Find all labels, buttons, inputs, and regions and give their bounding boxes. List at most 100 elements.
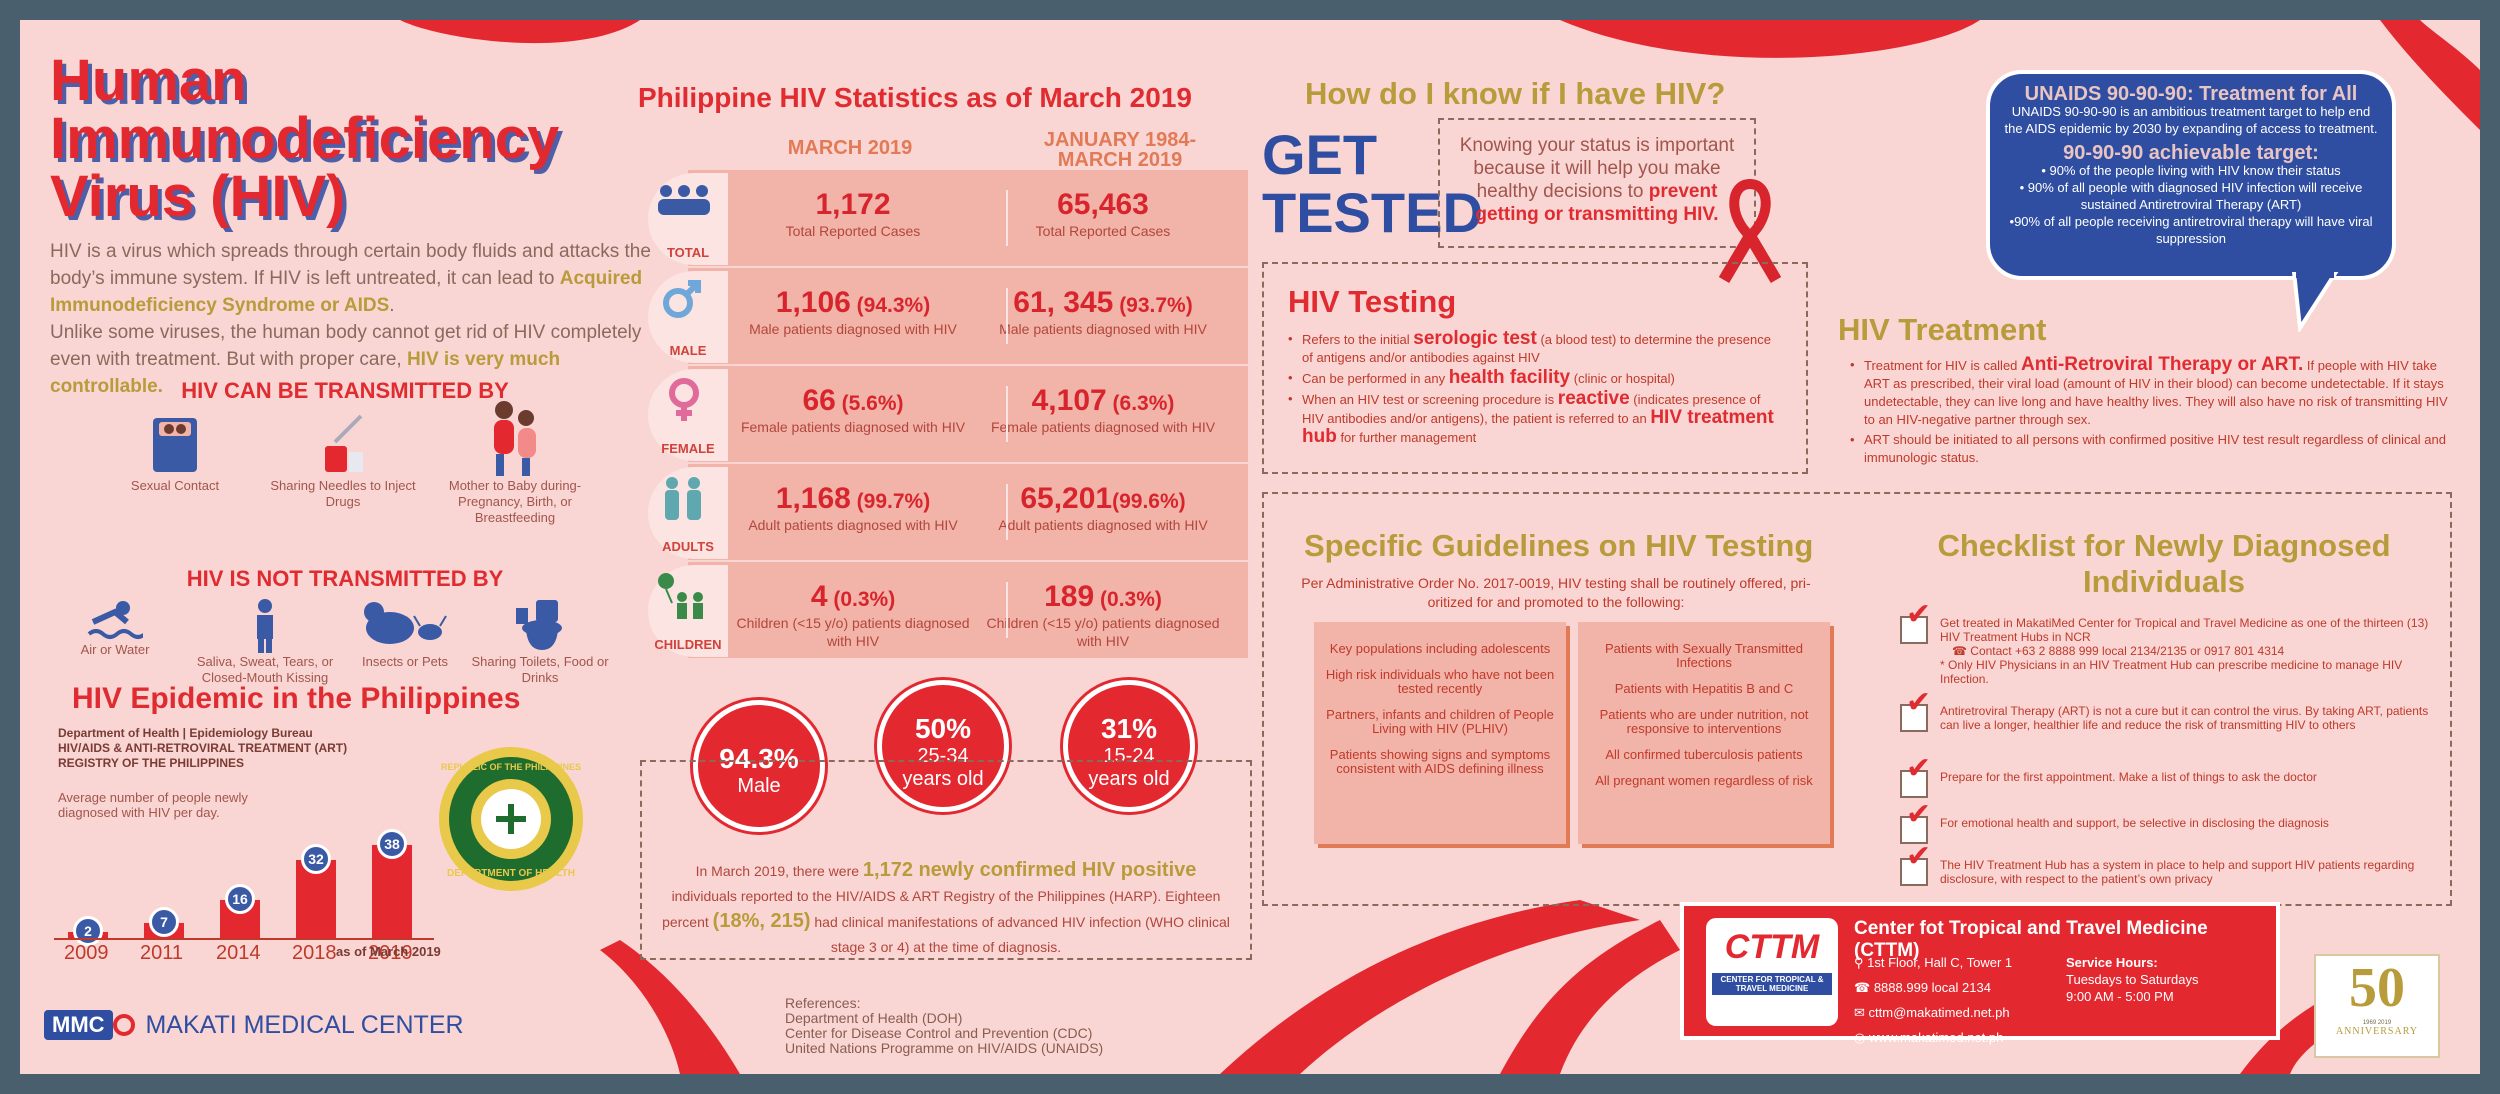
stats-cell: 65,201(99.6%) Adult patients diagnosed wi… (978, 464, 1228, 560)
stats-table: TOTAL 1,172 Total Reported Cases 65,463 Tota… (648, 170, 1248, 660)
checkbox-icon (1900, 696, 1931, 732)
location-icon: ⚲ (1854, 955, 1864, 970)
cttm-card: CTTM CENTER FOR TROPICAL & TRAVEL MEDICI… (1680, 902, 2280, 1045)
chart-tick-label: 2018 (292, 942, 337, 964)
stats-value: 65,201(99.6%) (1020, 482, 1186, 515)
guidelines-title: Specific Guidelines on HIV Testing (1304, 528, 1814, 563)
stats-cell: 65,463 Total Reported Cases (978, 170, 1228, 266)
stats-label: Total Reported Cases (785, 223, 921, 239)
get-tested: GET TESTED (1262, 123, 1483, 244)
stats-row: MALE 1,106 (94.3%) Male patients diagnosed… (648, 268, 1248, 366)
cttm-hours: Service Hours: Tuesdays to Saturdays 9:00 … (2066, 955, 2199, 1004)
stats-row-label: CHILDREN (654, 637, 722, 652)
stats-label: Female patients diagnosed with HIV (990, 419, 1216, 435)
person-icon (257, 599, 273, 653)
cttm-title: Center fot Tropical and Travel Medicine … (1854, 918, 2208, 961)
cross-circle-icon (113, 1014, 135, 1036)
chart-tick-label: 2019 (368, 942, 413, 964)
mmc-name: MAKATI MEDICAL CENTER (145, 1010, 464, 1039)
svg-text:DEPARTMENT OF HEALTH: DEPARTMENT OF HEALTH (447, 868, 575, 879)
chart-data-label: 32 (301, 844, 331, 874)
email-icon: ✉ (1854, 1005, 1865, 1020)
stats-cell: 1,172 Total Reported Cases (728, 170, 978, 266)
doh-seal-icon: REPUBLIC OF THE PHILIPPINES DEPARTMENT O… (439, 747, 583, 891)
list-item: Refers to the initial serologic test (a … (1288, 329, 1782, 367)
syringe-icon (325, 414, 363, 472)
not-transmit-item: Sharing Toilets, Food or Drinks (470, 598, 610, 686)
treatment-list: Treatment for HIV is called Anti-Retrovi… (1850, 355, 2450, 469)
stats-row-label: ADULTS (662, 539, 714, 554)
globe-icon: ◎ (1854, 1030, 1866, 1045)
mother-baby-icon (494, 401, 536, 476)
chart-tick-label: 2014 (216, 942, 261, 964)
stats-value: 66 (5.6%) (802, 384, 904, 417)
how-title: How do I know if I have HIV? (1305, 76, 1726, 111)
stats-value: 1,172 (815, 188, 891, 221)
stats-label: Adult patients diagnosed with HIV (998, 517, 1208, 533)
stats-label: Female patients diagnosed with HIV (740, 419, 966, 435)
epidemic-source: Department of Health | Epidemiology Bure… (58, 726, 348, 770)
cttm-logo: CTTM CENTER FOR TROPICAL & TRAVEL MEDICI… (1706, 918, 1838, 1026)
guidelines-right-list: Patients with Sexually Transmitted Infec… (1578, 622, 1830, 844)
chart-data-label: 2 (73, 916, 103, 946)
transmitted-heading: HIV CAN BE TRANSMITTED BY (181, 378, 509, 403)
stats-title: Philippine HIV Statistics as of March 20… (638, 82, 1192, 113)
stats-label: Total Reported Cases (1035, 223, 1171, 239)
checkbox-icon (1900, 608, 1931, 644)
stat-circle: 31% 15-24 years old (1063, 680, 1195, 812)
checklist-item: Prepare for the first appointment. Make … (1900, 762, 2440, 798)
stats-label: Adult patients diagnosed with HIV (748, 517, 958, 533)
transmit-item: Mother to Baby during- Pregnancy, Birth,… (430, 398, 600, 526)
transmitted-list: Sexual Contact Sharing Needles to Inject… (90, 401, 650, 552)
female-symbol-icon (669, 378, 699, 421)
stats-row-tab: TOTAL (648, 173, 728, 265)
stats-row-label: FEMALE (661, 441, 715, 456)
checklist-item: Get treated in MakatiMed Center for Trop… (1900, 608, 2440, 686)
checkbox-icon (1900, 762, 1931, 798)
checklist-title: Checklist for Newly Diagnosed Individual… (1937, 528, 2391, 599)
intro-text: HIV is a virus which spreads through cer… (50, 241, 651, 397)
summary-text: In March 2019, there were 1,172 newly co… (640, 760, 1252, 960)
chart-note: as of March 2019 (336, 944, 441, 959)
hiv-testing-box: HIV Testing Refers to the initial serolo… (1262, 262, 1808, 474)
testing-title: HIV Testing (1288, 284, 1457, 319)
epidemic-chart: 2 2009 7 2011 16 2014 32 2018 38 2019 (54, 820, 454, 964)
stats-label: Children (<15 y/o) patients diagnosed wi… (986, 615, 1220, 649)
pets-icon (364, 602, 447, 644)
stats-row-label: MALE (669, 343, 707, 358)
list-item: Can be performed in any health facility … (1288, 368, 1782, 388)
svg-text:REPUBLIC OF THE PHILIPPINES: REPUBLIC OF THE PHILIPPINES (441, 762, 581, 772)
swimmer-icon (87, 601, 143, 639)
stats-cell: 61, 345 (93.7%) Male patients diagnosed w… (978, 268, 1228, 364)
mmc-logo-icon: MMC (44, 1010, 113, 1040)
stats-cell: 4,107 (6.3%) Female patients diagnosed wi… (978, 366, 1228, 462)
checklist-item: The HIV Treatment Hub has a system in pl… (1900, 850, 2440, 886)
not-transmit-item: Insects or Pets (350, 598, 460, 670)
transmit-item: Sexual Contact (100, 412, 250, 494)
chart-data-label: 38 (377, 829, 407, 859)
stats-row-tab: ADULTS (648, 467, 728, 559)
page-title: Human Immunodeficiency Virus (HIV) (50, 48, 560, 229)
stats-col-march: MARCH 2019 (787, 137, 913, 159)
stats-cell: 1,168 (99.7%) Adult patients diagnosed wi… (728, 464, 978, 560)
stats-col-cumulative: JANUARY 1984- MARCH 2019 (1043, 129, 1197, 171)
bed-icon (153, 418, 197, 472)
transmit-item: Sharing Needles to Inject Drugs (268, 412, 418, 510)
not-transmit-item: Air or Water (60, 598, 170, 658)
infographic: Human Immunodeficiency Virus (HIV) HIV is … (20, 20, 2480, 1074)
children-icon (658, 573, 703, 619)
chart-axis (54, 938, 434, 940)
checklist-item: Antiretroviral Therapy (ART) is not a cu… (1900, 696, 2440, 732)
chart-ylabel: Average number of people newly diagnosed… (58, 790, 248, 820)
stats-label: Male patients diagnosed with HIV (749, 321, 957, 337)
adults-icon (665, 477, 701, 520)
chart-data-label: 7 (149, 906, 179, 937)
stats-value: 1,106 (94.3%) (775, 286, 931, 319)
stats-cell: 66 (5.6%) Female patients diagnosed with … (728, 366, 978, 462)
stats-row-tab: MALE (648, 271, 728, 363)
not-transmitted-list: Air or Water Saliva, Sweat, Tears, or Cl… (60, 598, 660, 698)
stats-row: FEMALE 66 (5.6%) Female patients diagnosed… (648, 366, 1248, 464)
stat-circle: 94.3% Male (693, 700, 825, 832)
stats-value: 4 (0.3%) (810, 580, 896, 613)
chart-bar (372, 845, 412, 940)
